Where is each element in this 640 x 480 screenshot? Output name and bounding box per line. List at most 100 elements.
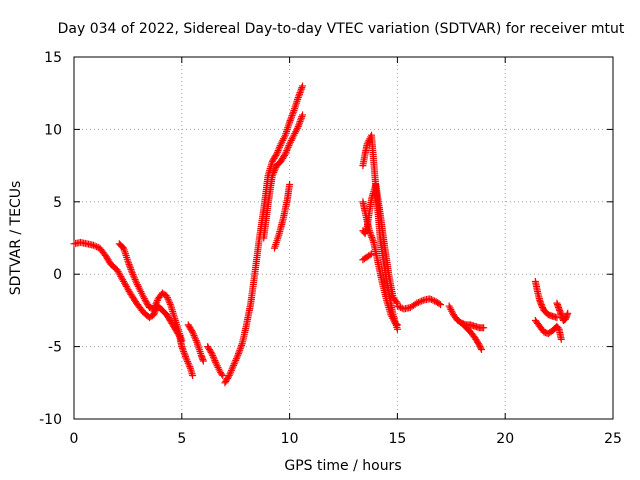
series-arc-15 <box>531 277 561 322</box>
data-point <box>228 365 236 373</box>
data-point <box>299 82 307 90</box>
data-point <box>186 363 194 371</box>
data-point <box>178 344 186 352</box>
y-tick-label: 0 <box>53 267 62 283</box>
data-point <box>127 265 135 273</box>
data-point <box>427 296 435 304</box>
data-point <box>392 298 400 306</box>
data-point <box>180 349 188 357</box>
data-point <box>414 298 422 306</box>
series-arc-9 <box>359 198 401 329</box>
data-point <box>283 147 291 155</box>
data-point <box>268 172 276 180</box>
data-point <box>418 297 426 305</box>
series-arc-16 <box>531 317 565 343</box>
data-point <box>209 353 217 361</box>
data-point <box>128 269 136 277</box>
data-point <box>297 85 305 93</box>
data-point <box>238 341 246 349</box>
data-point <box>129 270 137 278</box>
data-point <box>437 301 445 309</box>
data-point <box>209 352 217 360</box>
series-arc-11 <box>359 250 376 264</box>
data-point <box>182 354 190 362</box>
data-point <box>286 180 294 188</box>
data-point <box>288 112 296 120</box>
data-point <box>234 351 242 359</box>
data-point <box>219 372 227 380</box>
data-point <box>227 368 235 376</box>
data-point <box>368 250 376 258</box>
data-point <box>397 304 405 312</box>
data-point <box>272 151 280 159</box>
data-point <box>295 92 303 100</box>
data-point <box>286 118 294 126</box>
data-point <box>233 353 241 361</box>
data-point <box>289 108 297 116</box>
data-point <box>557 335 565 343</box>
data-point <box>211 357 219 365</box>
data-point <box>564 309 572 317</box>
data-point <box>179 346 187 354</box>
data-point <box>295 90 303 98</box>
series-arc-7 <box>271 180 294 252</box>
data-point <box>91 242 99 250</box>
y-axis-label: SDTVAR / TECUs <box>8 181 24 296</box>
data-point <box>274 147 282 155</box>
data-point <box>166 300 174 308</box>
data-point <box>126 264 134 272</box>
data-point <box>281 150 289 158</box>
series-arc-17 <box>553 299 572 325</box>
data-point <box>298 84 306 92</box>
data-point <box>236 345 244 353</box>
data-point <box>235 348 243 356</box>
data-point <box>212 358 220 366</box>
data-point <box>153 298 161 306</box>
data-point <box>392 320 400 328</box>
x-tick-label: 10 <box>281 431 299 447</box>
data-point <box>150 305 158 313</box>
data-point <box>273 148 281 156</box>
data-point <box>273 150 281 158</box>
data-point <box>395 303 403 311</box>
data-point <box>132 277 140 285</box>
data-point <box>286 117 294 125</box>
data-point <box>230 360 238 368</box>
y-tick-label: 15 <box>44 50 62 66</box>
x-tick-label: 25 <box>604 431 622 447</box>
data-point <box>237 343 245 351</box>
data-point <box>283 145 291 153</box>
data-point <box>368 233 376 241</box>
data-marks <box>70 82 572 387</box>
data-point <box>393 302 401 310</box>
data-point <box>287 113 295 121</box>
data-point <box>426 295 434 303</box>
data-point <box>152 300 160 308</box>
data-point <box>184 359 192 367</box>
data-point <box>369 237 377 245</box>
data-point <box>294 94 302 102</box>
data-point <box>191 333 199 341</box>
data-point <box>294 123 302 131</box>
data-point <box>435 300 443 308</box>
data-point <box>181 351 189 359</box>
data-point <box>207 348 215 356</box>
data-point <box>125 259 133 267</box>
data-point <box>150 303 158 311</box>
data-point <box>275 145 283 153</box>
data-point <box>554 324 562 332</box>
data-point <box>164 295 172 303</box>
data-point <box>280 151 288 159</box>
axis-ticks: 0 5 10 15 20 25 -10 -5 0 5 10 15 <box>39 50 622 447</box>
data-point <box>232 356 240 364</box>
data-point <box>297 87 305 95</box>
data-point <box>181 353 189 361</box>
data-point <box>284 143 292 151</box>
x-tick-label: 0 <box>70 431 79 447</box>
data-point <box>130 274 138 282</box>
series-arc-3 <box>184 321 207 365</box>
series-arc-12 <box>393 295 445 313</box>
data-point <box>226 370 234 378</box>
series-arc-6 <box>260 111 307 242</box>
